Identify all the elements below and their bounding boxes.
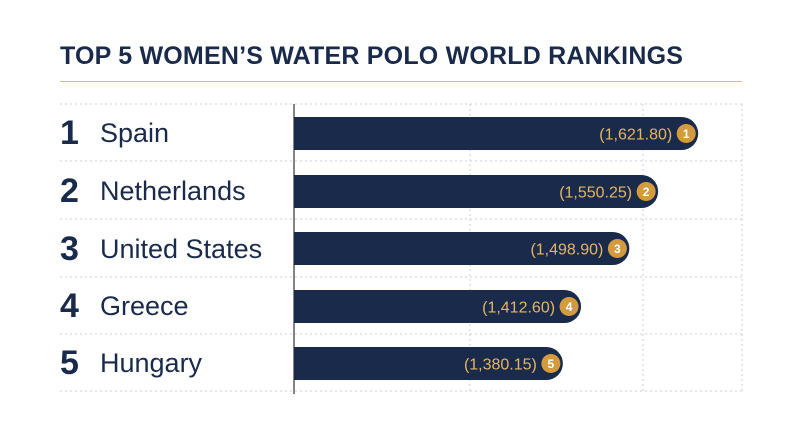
country-name: Spain — [100, 117, 170, 148]
rank-number: 4 — [60, 286, 79, 325]
rank-number: 2 — [60, 171, 79, 210]
value-label: (1,412.60) — [482, 300, 555, 317]
row-label-5: 5 Hungary — [60, 343, 202, 383]
rank-badge — [559, 297, 579, 316]
row-label-2: 2 Netherlands — [60, 171, 246, 211]
row-label-3: 3 United States — [60, 229, 262, 269]
country-name: Hungary — [100, 347, 203, 378]
value-label: (1,550.25) — [559, 185, 632, 202]
rank-badge — [676, 124, 696, 143]
chart-title: TOP 5 WOMEN’S WATER POLO WORLD RANKINGS — [60, 42, 684, 70]
rank-badge-number: 5 — [548, 357, 555, 371]
rank-badge-number: 4 — [566, 300, 573, 314]
row-label-1: 1 Spain — [60, 113, 169, 153]
ranking-bar — [294, 290, 582, 323]
ranking-bar — [294, 117, 699, 150]
value-label: (1,498.90) — [530, 242, 603, 259]
row-label-4: 4 Greece — [60, 286, 189, 326]
ranking-bar — [294, 347, 563, 380]
country-name: United States — [100, 233, 263, 264]
country-name: Greece — [100, 290, 189, 321]
rank-badge — [607, 239, 627, 258]
rank-badge — [541, 354, 561, 373]
rank-badge-number: 3 — [614, 242, 621, 256]
title-underline — [60, 81, 742, 82]
rank-badge — [636, 182, 656, 201]
rank-number: 5 — [60, 343, 79, 382]
rank-number: 3 — [60, 229, 79, 268]
country-name: Netherlands — [100, 175, 246, 206]
value-label: (1,380.15) — [464, 357, 537, 374]
ranking-bar — [294, 175, 659, 208]
value-label: (1,621.80) — [599, 127, 672, 144]
rank-badge-number: 1 — [683, 127, 690, 141]
ranking-bar — [294, 232, 630, 265]
rank-number: 1 — [60, 113, 79, 152]
rank-badge-number: 2 — [643, 185, 650, 199]
